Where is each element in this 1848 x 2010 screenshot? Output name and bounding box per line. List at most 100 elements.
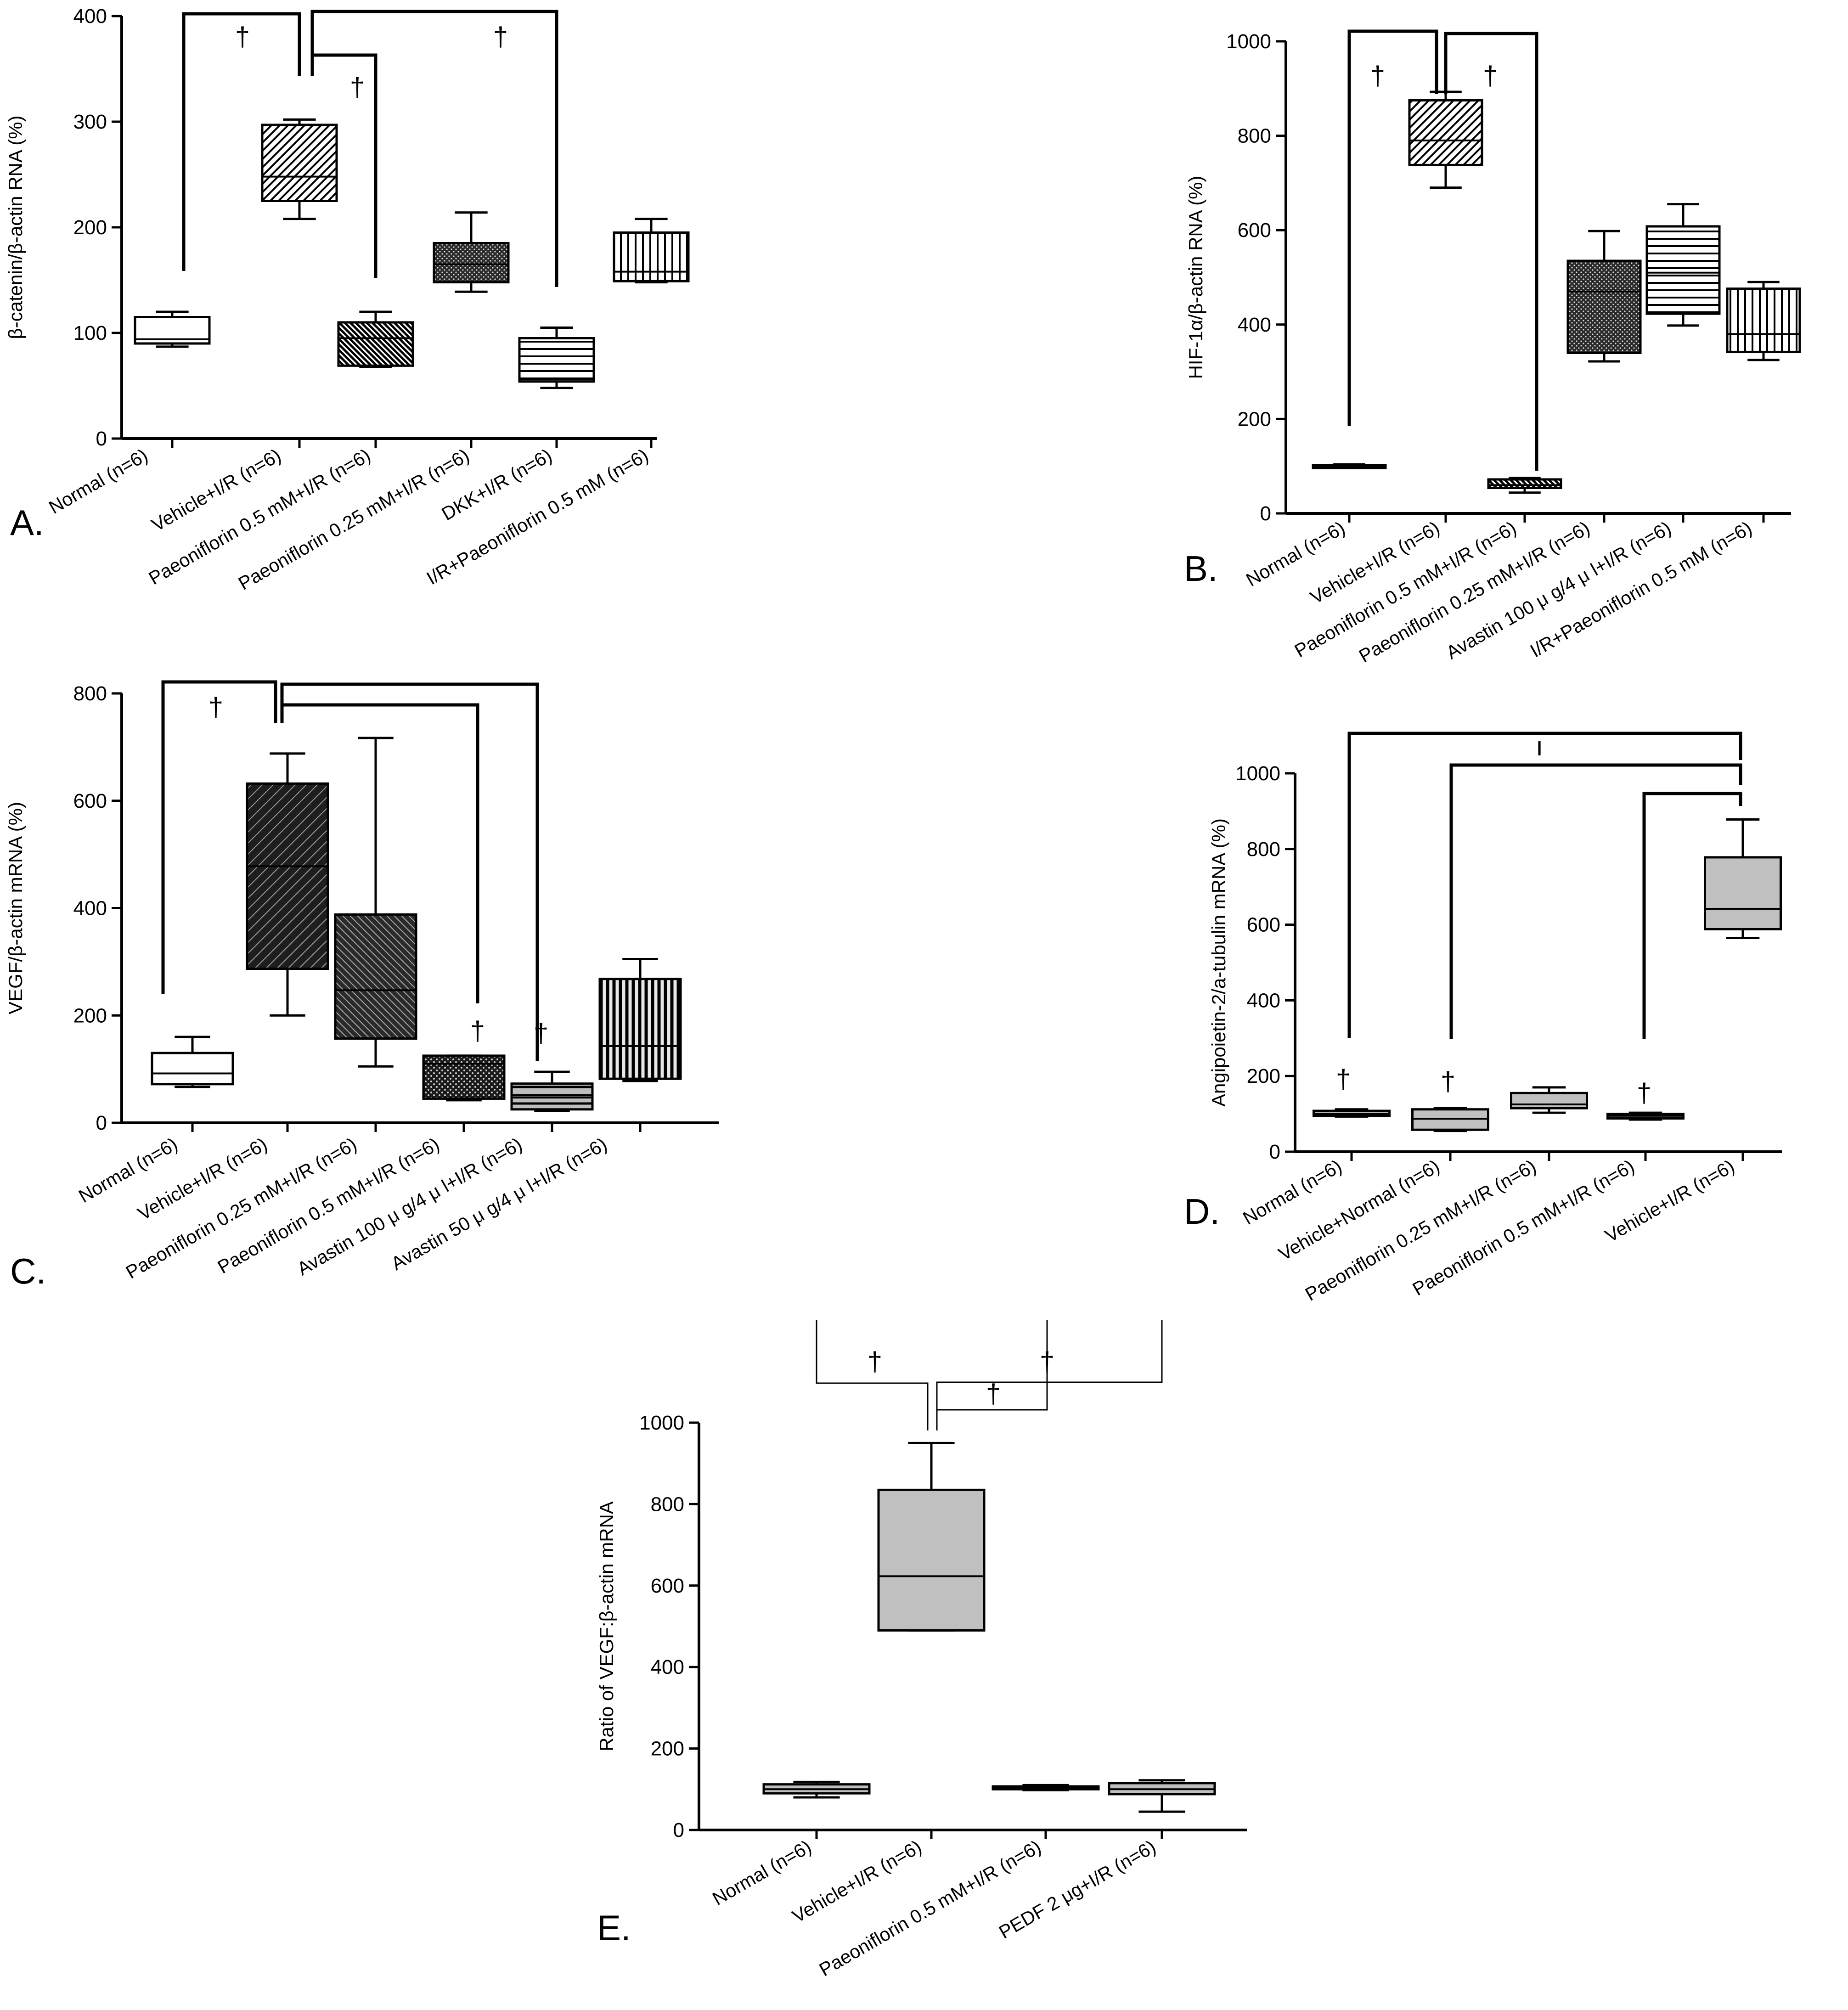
box-plot bbox=[1312, 463, 1387, 469]
box-plot bbox=[1726, 281, 1801, 361]
y-tick-label: 200 bbox=[1238, 408, 1271, 430]
box-iqr bbox=[1408, 99, 1483, 166]
box-plot bbox=[1704, 818, 1782, 939]
significance-mark: † bbox=[1637, 1078, 1651, 1108]
box-iqr bbox=[598, 978, 682, 1080]
significance-bracket bbox=[280, 703, 479, 1003]
box-iqr bbox=[877, 1488, 986, 1632]
panel-label-e: E. bbox=[597, 1908, 631, 1948]
significance-bracket bbox=[1444, 32, 1538, 471]
box-iqr bbox=[422, 1054, 506, 1100]
box-plot bbox=[1487, 477, 1562, 494]
box-iqr bbox=[337, 321, 414, 367]
box-plot bbox=[1108, 1779, 1216, 1813]
y-tick-label: 200 bbox=[73, 1004, 107, 1027]
box-iqr bbox=[1510, 1092, 1588, 1109]
y-tick-label: 600 bbox=[651, 1575, 684, 1597]
significance-bracket bbox=[816, 1320, 929, 1430]
panel-label-d: D. bbox=[1184, 1191, 1220, 1232]
y-tick-label: 800 bbox=[1238, 125, 1271, 147]
significance-bracket bbox=[1642, 792, 1742, 1039]
box-plot bbox=[598, 958, 682, 1082]
y-axis-label: Ratio of VEGF:β-actin mRNA bbox=[596, 1501, 617, 1751]
panel-label-c: C. bbox=[10, 1251, 46, 1291]
y-tick-label: 400 bbox=[73, 897, 107, 920]
box-plot bbox=[422, 1054, 506, 1102]
significance-mark: † bbox=[1370, 61, 1385, 91]
box-plot bbox=[337, 310, 414, 368]
panel-label-b: B. bbox=[1184, 548, 1218, 589]
box-plot bbox=[1566, 230, 1642, 363]
category-label: Paeoniflorin 0.5 mM+I/R (n=6) bbox=[816, 1836, 1045, 1980]
y-tick-label: 800 bbox=[651, 1493, 684, 1515]
box-plot bbox=[334, 737, 417, 1068]
box-iqr bbox=[334, 913, 417, 1040]
significance-bracket bbox=[936, 1320, 1048, 1430]
box-iqr bbox=[1645, 225, 1721, 315]
significance-bracket bbox=[310, 10, 558, 287]
significance-mark: † bbox=[986, 1379, 1001, 1409]
category-label: Vehicle+Normal (n=6) bbox=[1275, 1155, 1443, 1265]
box-plot bbox=[510, 1070, 594, 1112]
significance-bracket bbox=[182, 12, 301, 271]
y-tick-label: 0 bbox=[673, 1819, 684, 1841]
box-plot bbox=[518, 327, 595, 389]
y-tick-label: 600 bbox=[1247, 914, 1280, 936]
significance-bracket bbox=[936, 1320, 1163, 1430]
box-iqr bbox=[1726, 287, 1801, 353]
significance-mark: † bbox=[350, 73, 365, 102]
box-plot bbox=[134, 310, 211, 348]
y-tick-label: 200 bbox=[73, 216, 107, 239]
box-plot bbox=[1645, 203, 1721, 327]
significance-mark: † bbox=[1040, 1347, 1054, 1377]
box-iqr bbox=[261, 124, 338, 202]
y-axis-label: Angipoietin-2/a-tubulin mRNA (%) bbox=[1208, 818, 1229, 1107]
box-iqr bbox=[510, 1082, 594, 1111]
significance-mark: † bbox=[868, 1347, 882, 1377]
box-iqr bbox=[613, 231, 690, 282]
category-label: Normal (n=6) bbox=[45, 445, 151, 518]
y-axis-label: β-catenin/β-actin RNA (%) bbox=[5, 115, 26, 339]
box-iqr bbox=[433, 242, 510, 284]
significance-mark: † bbox=[470, 1016, 485, 1046]
y-tick-label: 0 bbox=[96, 1112, 107, 1134]
significance-mark: † bbox=[493, 22, 508, 52]
box-plot bbox=[1313, 1108, 1391, 1118]
box-plot bbox=[261, 118, 338, 220]
significance-mark: † bbox=[1336, 1064, 1351, 1094]
box-iqr bbox=[518, 337, 595, 383]
significance-bracket bbox=[1347, 29, 1438, 426]
box-iqr bbox=[1704, 856, 1782, 930]
y-tick-label: 300 bbox=[73, 111, 107, 133]
box-plot bbox=[762, 1780, 871, 1799]
y-tick-label: 200 bbox=[1247, 1065, 1280, 1087]
box-plot bbox=[151, 1036, 234, 1088]
box-plot bbox=[877, 1441, 986, 1632]
y-tick-label: 1000 bbox=[639, 1412, 684, 1434]
significance-mark: † bbox=[534, 1019, 548, 1048]
significance-mark: † bbox=[235, 22, 250, 52]
y-tick-label: 0 bbox=[1269, 1141, 1280, 1163]
y-tick-label: 400 bbox=[651, 1656, 684, 1678]
significance-bracket bbox=[161, 680, 277, 994]
significance-mark: † bbox=[208, 693, 223, 722]
y-tick-label: 600 bbox=[73, 790, 107, 812]
box-plot bbox=[1408, 90, 1483, 189]
significance-mark: ı bbox=[1536, 732, 1543, 761]
significance-mark: † bbox=[1441, 1067, 1455, 1097]
y-tick-label: 600 bbox=[1238, 219, 1271, 242]
y-tick-label: 400 bbox=[73, 5, 107, 28]
y-axis-label: VEGF/β-actin mRNA (%) bbox=[5, 802, 26, 1014]
y-tick-label: 1000 bbox=[1235, 762, 1280, 785]
y-tick-label: 0 bbox=[1260, 502, 1271, 525]
box-iqr bbox=[246, 782, 329, 970]
box-plot bbox=[1411, 1107, 1489, 1132]
significance-bracket bbox=[1449, 763, 1742, 1039]
box-plot bbox=[246, 752, 329, 1017]
y-tick-label: 400 bbox=[1238, 314, 1271, 336]
